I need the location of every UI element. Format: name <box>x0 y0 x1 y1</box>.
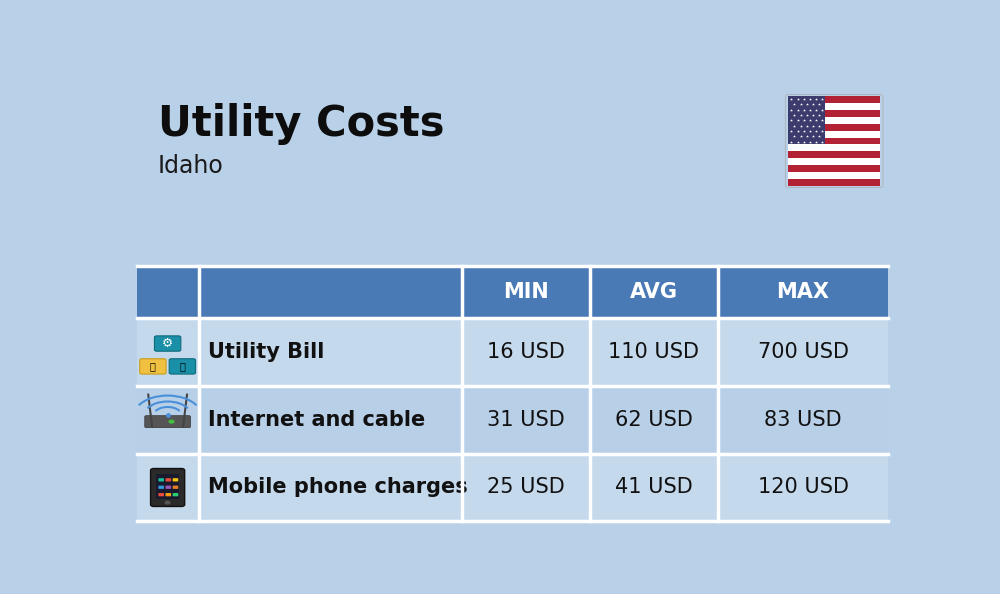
Bar <box>788 144 880 151</box>
Bar <box>788 151 880 158</box>
Text: ⚙: ⚙ <box>162 337 173 350</box>
Bar <box>788 172 880 179</box>
FancyBboxPatch shape <box>158 485 164 489</box>
Bar <box>788 96 880 103</box>
FancyBboxPatch shape <box>151 469 185 507</box>
FancyBboxPatch shape <box>166 493 171 497</box>
Bar <box>788 124 880 131</box>
FancyBboxPatch shape <box>780 91 888 192</box>
Bar <box>788 110 880 117</box>
Text: MIN: MIN <box>503 282 549 302</box>
FancyBboxPatch shape <box>145 416 190 428</box>
Text: 110 USD: 110 USD <box>608 342 699 362</box>
FancyBboxPatch shape <box>154 336 181 351</box>
Text: 700 USD: 700 USD <box>758 342 849 362</box>
Bar <box>788 96 825 144</box>
Bar <box>788 158 880 165</box>
Text: 🚿: 🚿 <box>179 361 185 371</box>
FancyBboxPatch shape <box>140 359 166 374</box>
Bar <box>156 474 179 499</box>
Bar <box>788 117 880 124</box>
FancyBboxPatch shape <box>158 493 164 497</box>
Bar <box>137 386 888 454</box>
Text: AVG: AVG <box>630 282 678 302</box>
Text: 🔌: 🔌 <box>150 361 156 371</box>
FancyBboxPatch shape <box>173 493 178 497</box>
Text: 62 USD: 62 USD <box>615 410 693 430</box>
Text: Idaho: Idaho <box>158 154 223 178</box>
Text: Internet and cable: Internet and cable <box>208 410 425 430</box>
Bar <box>788 179 880 185</box>
Text: 41 USD: 41 USD <box>615 478 693 498</box>
Text: MAX: MAX <box>777 282 830 302</box>
FancyBboxPatch shape <box>166 478 171 482</box>
FancyBboxPatch shape <box>166 485 171 489</box>
Bar <box>788 131 880 138</box>
Bar <box>788 103 880 110</box>
Text: 25 USD: 25 USD <box>487 478 565 498</box>
Text: Utility Bill: Utility Bill <box>208 342 324 362</box>
Text: Mobile phone charges: Mobile phone charges <box>208 478 468 498</box>
FancyBboxPatch shape <box>173 485 178 489</box>
Bar <box>137 266 888 318</box>
Bar <box>788 165 880 172</box>
Circle shape <box>169 421 174 423</box>
Bar <box>137 454 888 522</box>
FancyBboxPatch shape <box>173 478 178 482</box>
FancyBboxPatch shape <box>158 478 164 482</box>
Bar <box>788 138 880 144</box>
Text: Utility Costs: Utility Costs <box>158 103 444 146</box>
Text: 16 USD: 16 USD <box>487 342 565 362</box>
FancyBboxPatch shape <box>169 359 196 374</box>
Text: 83 USD: 83 USD <box>764 410 842 430</box>
Circle shape <box>165 501 170 504</box>
Text: 120 USD: 120 USD <box>758 478 849 498</box>
Bar <box>137 318 888 386</box>
Text: 31 USD: 31 USD <box>487 410 565 430</box>
